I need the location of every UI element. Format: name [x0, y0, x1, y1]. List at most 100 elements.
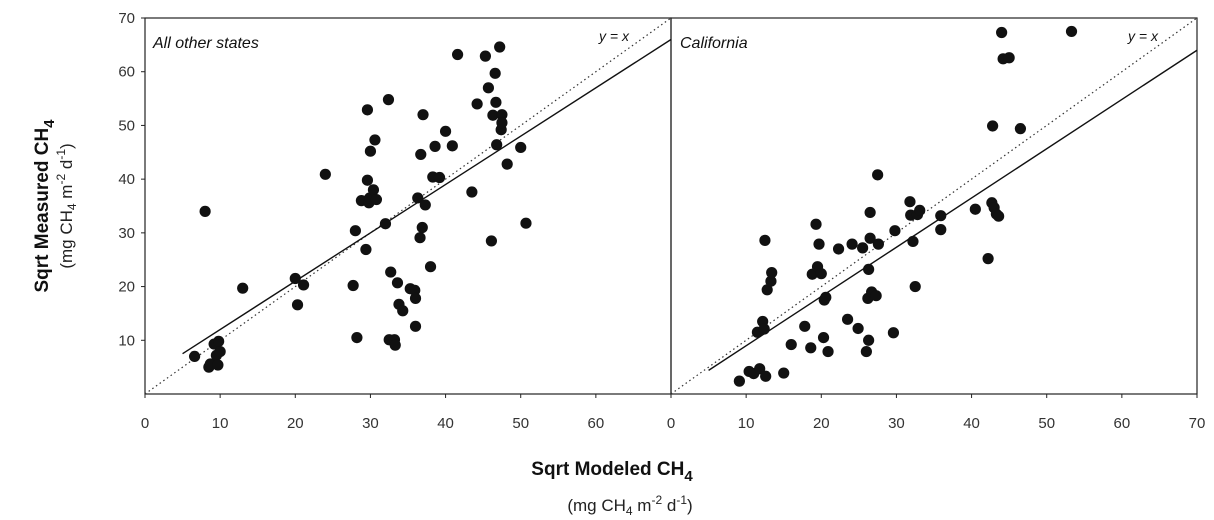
data-point	[415, 148, 427, 161]
data-point	[904, 196, 916, 208]
x-tick-label: 0	[141, 415, 149, 432]
data-point	[805, 342, 817, 354]
data-point	[760, 370, 772, 382]
data-point	[491, 139, 503, 151]
data-point	[466, 186, 478, 198]
data-point	[188, 350, 201, 362]
data-point	[872, 169, 884, 181]
y-tick-label: 70	[118, 10, 135, 27]
data-point	[391, 277, 404, 289]
x-tick-label: 0	[667, 415, 675, 432]
x-tick-label: 40	[963, 415, 980, 432]
data-point	[289, 272, 301, 285]
data-point	[414, 232, 426, 244]
data-point	[446, 140, 458, 152]
fit-line-left	[182, 38, 672, 355]
data-point	[361, 174, 374, 186]
data-point	[761, 284, 773, 296]
data-point	[520, 217, 532, 229]
svg-text:Sqrt Measured CH4: Sqrt Measured CH4	[32, 119, 58, 293]
data-point	[778, 367, 790, 379]
data-point	[515, 141, 527, 154]
reference-line-left	[144, 17, 672, 395]
y-axis-title: Sqrt Measured CH4	[32, 119, 58, 293]
data-point	[820, 291, 832, 303]
x-tick-label: 50	[512, 415, 529, 432]
data-point	[412, 192, 424, 204]
data-point	[397, 305, 409, 317]
data-point	[860, 345, 872, 358]
data-point	[482, 82, 495, 94]
data-point	[785, 338, 797, 351]
data-point	[810, 218, 822, 230]
data-point	[485, 235, 498, 247]
data-point	[822, 345, 834, 358]
data-point	[935, 224, 947, 236]
data-point	[766, 267, 778, 279]
data-point	[416, 221, 428, 234]
data-point	[969, 203, 981, 215]
data-point	[754, 363, 766, 375]
data-point	[496, 117, 508, 129]
data-point	[863, 334, 875, 346]
data-point	[852, 322, 864, 335]
x-axis-title: Sqrt Modeled CH4	[531, 459, 693, 485]
data-point	[864, 206, 876, 219]
data-point	[1014, 123, 1027, 135]
y-tick-label: 10	[118, 332, 135, 349]
data-point	[907, 235, 919, 248]
data-point	[857, 242, 869, 254]
fit-line-right	[708, 49, 1198, 371]
data-point	[982, 253, 994, 265]
data-point	[199, 205, 211, 217]
data-point	[487, 109, 499, 121]
data-point	[832, 243, 845, 255]
data-point	[382, 94, 395, 106]
data-point	[489, 67, 501, 79]
data-point	[759, 234, 771, 246]
reference-line-label-right: y = x	[1127, 28, 1159, 44]
data-point	[213, 335, 225, 347]
x-axis-units: (mg CH4 m-2 d-1)	[567, 493, 692, 518]
data-point	[799, 320, 811, 332]
data-point	[451, 48, 464, 61]
data-point	[409, 284, 421, 296]
data-point	[813, 238, 825, 250]
data-point	[471, 98, 483, 110]
data-point	[758, 323, 770, 335]
data-point	[817, 332, 830, 344]
data-point	[214, 345, 226, 358]
data-point	[424, 261, 437, 273]
data-point	[733, 375, 745, 387]
data-point	[889, 225, 901, 237]
data-point	[212, 359, 224, 371]
y-axis-units: (mg CH4 m-2 d-1)	[54, 143, 79, 268]
data-point	[351, 332, 363, 344]
data-point	[864, 232, 876, 244]
x-tick-label: 40	[437, 415, 454, 432]
data-point	[389, 339, 401, 351]
data-point	[419, 199, 431, 211]
y-tick-label: 40	[118, 171, 135, 188]
data-point	[765, 275, 777, 287]
data-point	[347, 279, 359, 292]
data-point	[385, 266, 397, 278]
y-tick-label: 60	[118, 64, 135, 81]
y-tick-label: 20	[118, 279, 135, 296]
data-point	[1065, 25, 1078, 38]
x-tick-label: 60	[1114, 415, 1131, 432]
x-tick-label: 60	[588, 415, 605, 432]
data-point	[370, 193, 383, 206]
data-point	[439, 125, 452, 137]
data-point	[914, 204, 926, 216]
data-point	[361, 104, 374, 116]
data-point	[870, 290, 882, 302]
data-point	[479, 50, 491, 62]
data-point	[501, 158, 513, 170]
data-point	[360, 243, 372, 256]
data-point	[369, 134, 381, 146]
data-point	[863, 263, 875, 275]
svg-text:(mg CH4 m-2 d-1): (mg CH4 m-2 d-1)	[54, 143, 79, 268]
data-point	[349, 225, 361, 237]
